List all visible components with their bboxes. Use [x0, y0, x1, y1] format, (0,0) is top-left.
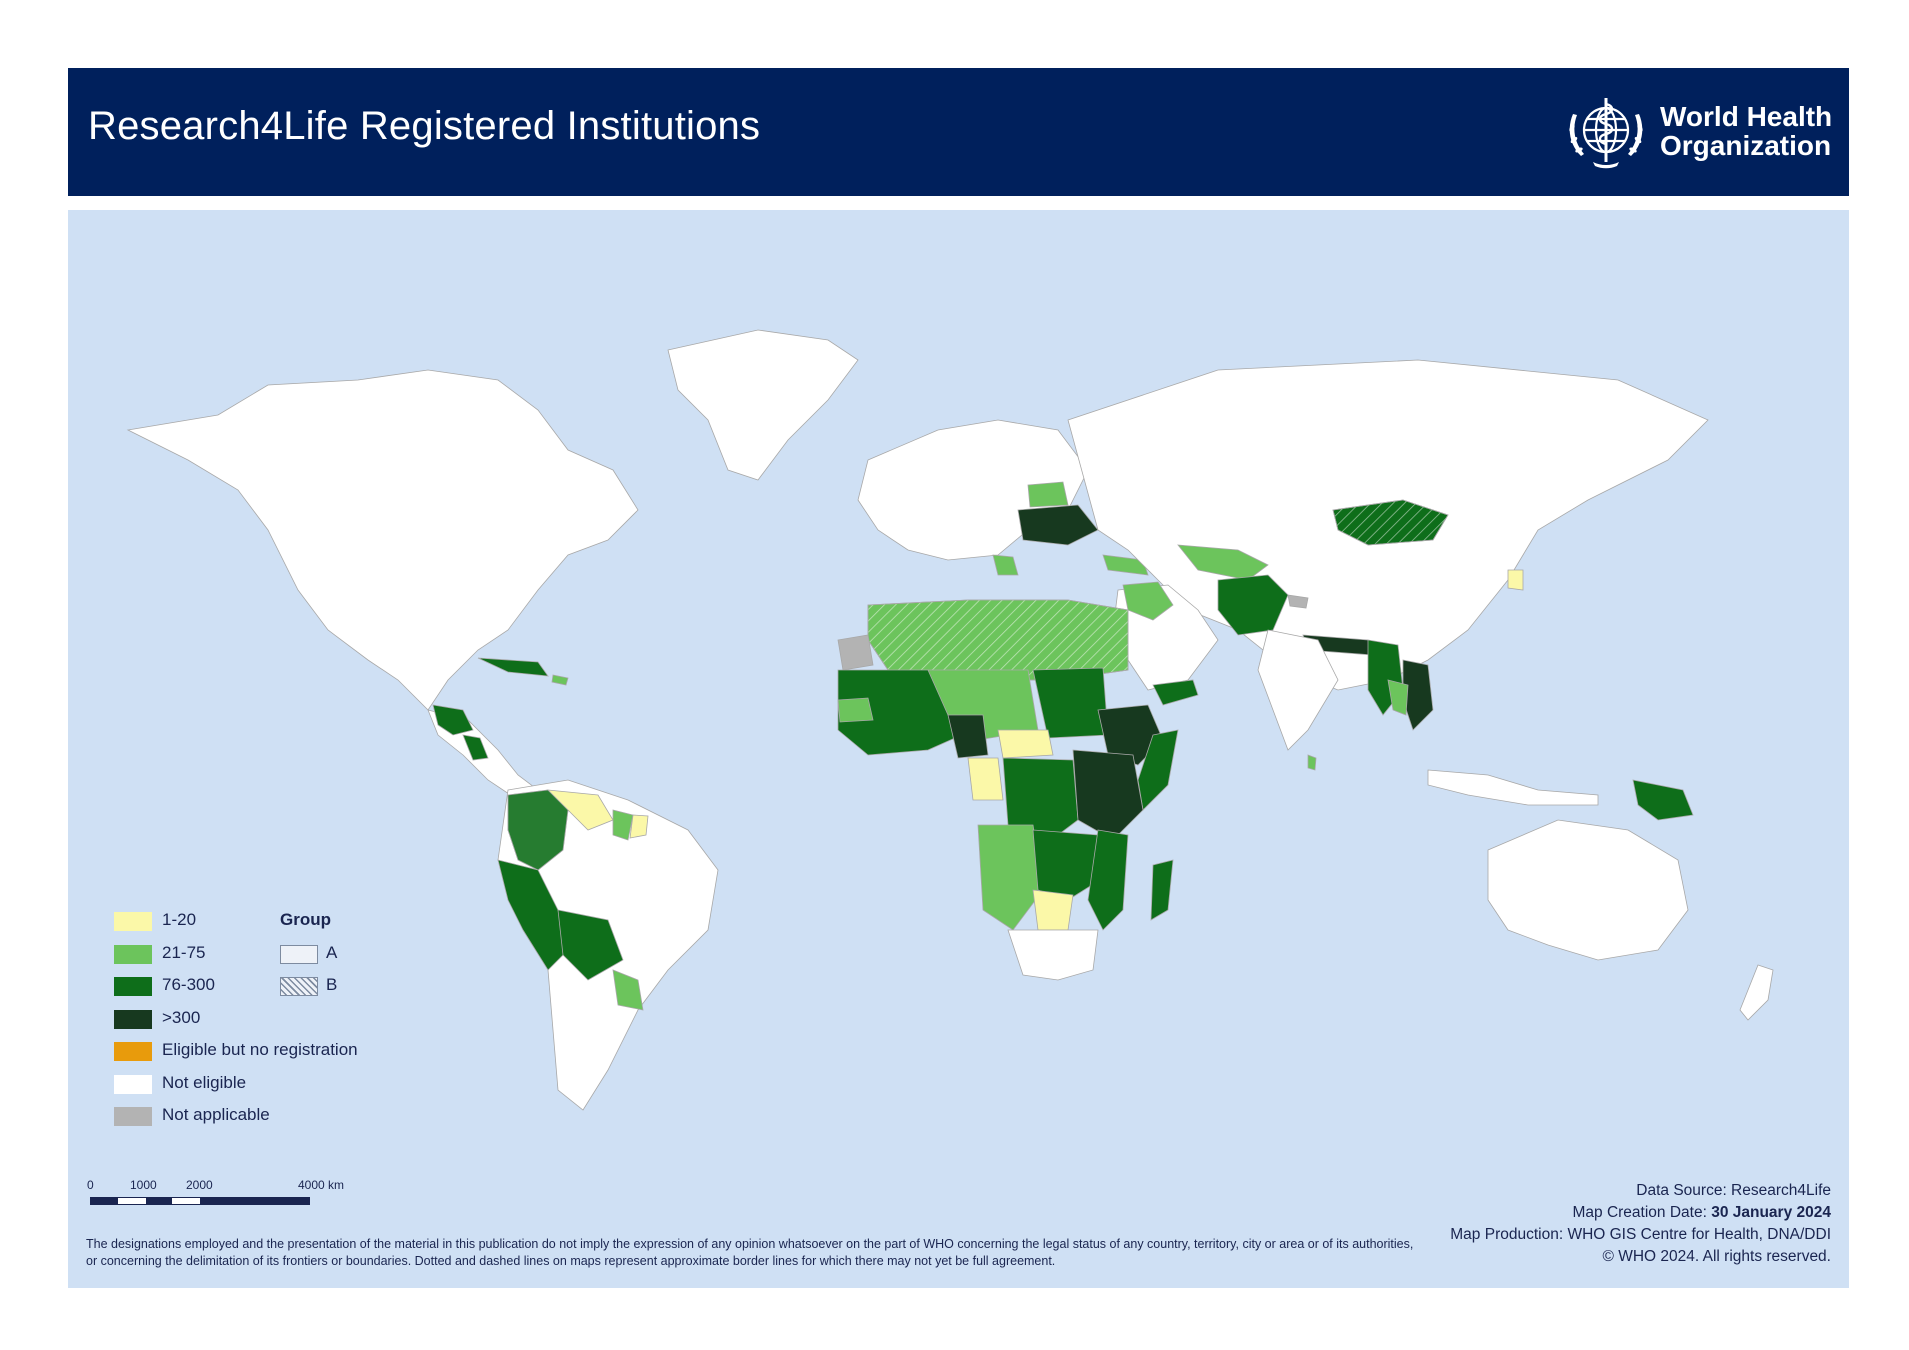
legend-item: Not eligible [114, 1073, 414, 1095]
legend-swatch [114, 1042, 152, 1061]
creation-date-label: Map Creation Date: [1572, 1204, 1712, 1221]
legend-swatch [114, 944, 152, 964]
org-name: World Health Organization [1660, 102, 1832, 160]
country-somalia [1137, 729, 1179, 811]
legend-swatch [114, 912, 152, 931]
page-title: Research4Life Registered Institutions [88, 104, 761, 148]
country-east-africa [1072, 749, 1144, 841]
country-haiti-cuba [477, 657, 549, 677]
legend-item: 21-75 [114, 943, 414, 965]
scale-label-1000: 1000 [130, 1178, 157, 1192]
country-caucasus [1102, 554, 1149, 576]
region-greenland [667, 329, 859, 481]
country-suriname [629, 814, 649, 839]
country-sudan [1032, 667, 1109, 739]
country-syria-iraq [1122, 581, 1174, 621]
group-a-swatch [280, 945, 318, 964]
legend-item: Not applicable [114, 1105, 414, 1127]
legend-swatch [114, 1074, 152, 1094]
country-guatemala-honduras [432, 704, 474, 736]
map-header: Research4Life Registered Institutions Wo… [68, 68, 1849, 196]
map-credits: Data Source: Research4Life Map Creation … [1450, 1180, 1831, 1268]
country-zambia-zimbabwe [1032, 829, 1109, 901]
country-cameroon-gabon [967, 757, 1004, 801]
legend-label: 1-20 [162, 910, 197, 929]
region-indonesia [1427, 769, 1599, 806]
scale-label-0: 0 [87, 1178, 94, 1192]
legend-swatch [114, 1107, 152, 1126]
creation-date-line: Map Creation Date: 30 January 2024 [1450, 1202, 1831, 1224]
country-madagascar [1150, 859, 1174, 921]
country-papua-new-guinea [1632, 779, 1694, 821]
group-b-swatch [280, 977, 318, 996]
country-thailand [1387, 679, 1409, 716]
country-yemen [1152, 679, 1199, 706]
scale-track [90, 1197, 310, 1205]
country-nigeria [947, 714, 989, 759]
country-guyana [612, 809, 634, 841]
country-senegal-guinea [837, 697, 874, 723]
legend-group-a: A [280, 943, 380, 965]
country-western-sahara [837, 634, 874, 671]
map-panel[interactable]: 1-20 21-75 76-300 >300 Eligible but no regis… [68, 210, 1849, 1288]
country-paraguay [612, 969, 644, 1011]
scale-label-4000: 4000 km [298, 1178, 345, 1192]
country-balkans [992, 554, 1019, 576]
legend-label: >300 [162, 1007, 201, 1027]
country-venezuela [546, 789, 614, 831]
country-sri-lanka [1307, 754, 1317, 771]
country-central-asia [1177, 544, 1269, 581]
country-mongolia-hatch [1332, 499, 1449, 546]
data-source: Data Source: Research4Life [1636, 1182, 1831, 1199]
country-botswana [1032, 889, 1074, 931]
legend-label: Not eligible [162, 1072, 247, 1092]
country-north-korea [1507, 569, 1524, 591]
who-emblem-icon [1569, 98, 1643, 169]
region-india [1257, 629, 1339, 751]
region-australia [1487, 819, 1689, 961]
legend-item: >300 [114, 1008, 414, 1030]
legend-label: Not applicable [162, 1105, 270, 1124]
country-bolivia [557, 909, 624, 981]
legend-item: 1-20 [114, 910, 414, 932]
scale-label-2000: 2000 [186, 1178, 213, 1192]
group-b-label: B [326, 975, 338, 994]
legend-label: Eligible but no registration [162, 1040, 358, 1059]
region-north-america [126, 369, 639, 711]
map-production: Map Production: WHO GIS Centre for Healt… [1450, 1226, 1831, 1243]
legend-label: 21-75 [162, 942, 206, 962]
country-car [997, 729, 1054, 759]
country-mozambique [1087, 829, 1129, 931]
legend-label: 76-300 [162, 975, 215, 994]
legend-item: 76-300 [114, 975, 414, 997]
country-afghanistan-pakistan [1217, 574, 1289, 636]
org-name-line1: World Health [1660, 101, 1833, 132]
country-caribbean-isle [551, 674, 569, 686]
copyright: © WHO 2024. All rights reserved. [1602, 1248, 1831, 1265]
disclaimer: The designations employed and the presen… [86, 1237, 1414, 1268]
region-south-africa [1007, 929, 1099, 981]
country-angola-namibia [977, 824, 1044, 931]
country-belarus [1027, 481, 1069, 508]
legend-swatch [114, 977, 152, 996]
org-name-line2: Organization [1660, 130, 1832, 161]
country-nicaragua [462, 734, 489, 761]
scale-bar: 0 1000 2000 4000 km [87, 1178, 390, 1218]
world-map[interactable] [68, 210, 1849, 1288]
legend-swatch [114, 1009, 152, 1029]
legend-group-b: B [280, 975, 380, 997]
country-ecuador-peru [497, 859, 569, 971]
legend-group-title: Group [280, 910, 331, 929]
group-a-label: A [326, 943, 338, 962]
creation-date: 30 January 2024 [1711, 1204, 1831, 1221]
region-new-zealand [1739, 964, 1774, 1021]
legend-item: Eligible but no registration [114, 1040, 414, 1062]
country-not-applicable-asia [1287, 594, 1309, 609]
country-ukraine [1017, 504, 1099, 546]
